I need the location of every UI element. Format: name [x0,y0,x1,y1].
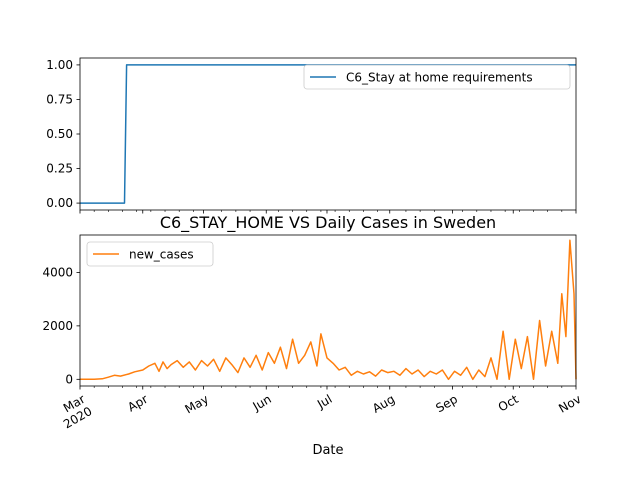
x-tick-label: Jun [250,392,274,414]
x-tick-label: Aug [370,392,397,416]
top-chart-panel: 0.00 0.25 0.50 0.75 1.00 C6_Stay at home requ… [46,58,576,214]
y-tick-label: 1.00 [46,58,73,72]
y-tick-label: 0.00 [46,196,73,210]
x-tick-label: Sep [433,392,460,415]
legend-label: new_cases [129,248,194,262]
x-tick-label: May [183,392,211,417]
x-tick-label: Jul [314,392,334,412]
legend-label: C6_Stay at home requirements [346,71,533,85]
y-tick-label: 2000 [42,319,73,333]
y-tick-label: 4000 [42,265,73,279]
y-tick-label: 0.25 [46,162,73,176]
x-tick-label: Apr [125,392,150,415]
bottom-chart-panel: 0 2000 4000 Mar2020 Apr May Jun Jul Aug Sep Oct Nov… [42,235,583,431]
y-tick-label: 0 [65,372,73,386]
x-tick-label: Oct [496,392,521,415]
legend: C6_Stay at home requirements [304,65,570,89]
y-tick-label: 0.75 [46,92,73,106]
x-tick-label: Mar2020 [54,392,95,432]
legend: new_cases [87,242,213,266]
x-axis-label: Date [312,443,343,458]
x-tick-label: Nov [556,392,583,416]
chart-title: C6_STAY_HOME VS Daily Cases in Sweden [160,213,496,233]
y-tick-label: 0.50 [46,127,73,141]
